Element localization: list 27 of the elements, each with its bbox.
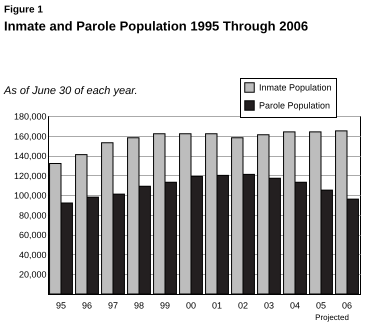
x-tick-label: 97 [108, 300, 118, 310]
y-tick-label: 100,000 [14, 190, 46, 201]
chart-title: Inmate and Parole Population 1995 Through 2006 [4, 18, 308, 34]
x-tick-label: 06 [342, 300, 352, 310]
x-tick-label: 01 [212, 300, 222, 310]
x-tick-label: 95 [56, 300, 66, 310]
y-tick-label: 120,000 [14, 170, 46, 181]
y-tick-label: 160,000 [14, 131, 46, 142]
x-tick-label: 05 [316, 300, 326, 310]
chart-subtitle: As of June 30 of each year. [3, 85, 138, 97]
x-tick-label: 99 [160, 300, 170, 310]
legend-label: Inmate Population [259, 82, 332, 92]
x-tick-label: 02 [238, 300, 248, 310]
y-tick-label: 140,000 [14, 151, 46, 162]
x-tick-label: 00 [186, 300, 196, 310]
caption: Figure 1 [4, 4, 44, 16]
x-tick-label: 04 [290, 300, 300, 310]
legend-label: Parole Population [259, 100, 330, 110]
y-tick-label: 40,000 [18, 250, 46, 260]
y-tick-label: 180,000 [14, 112, 46, 122]
text: Projected [315, 313, 349, 322]
x-tick-label: 03 [264, 300, 274, 310]
x-tick-label: 96 [82, 300, 92, 310]
y-tick-label: 20,000 [18, 270, 46, 280]
y-tick-label: 80,000 [18, 210, 46, 220]
y-tick-label: 60,000 [18, 230, 46, 240]
x-tick-label: 98 [134, 300, 144, 310]
